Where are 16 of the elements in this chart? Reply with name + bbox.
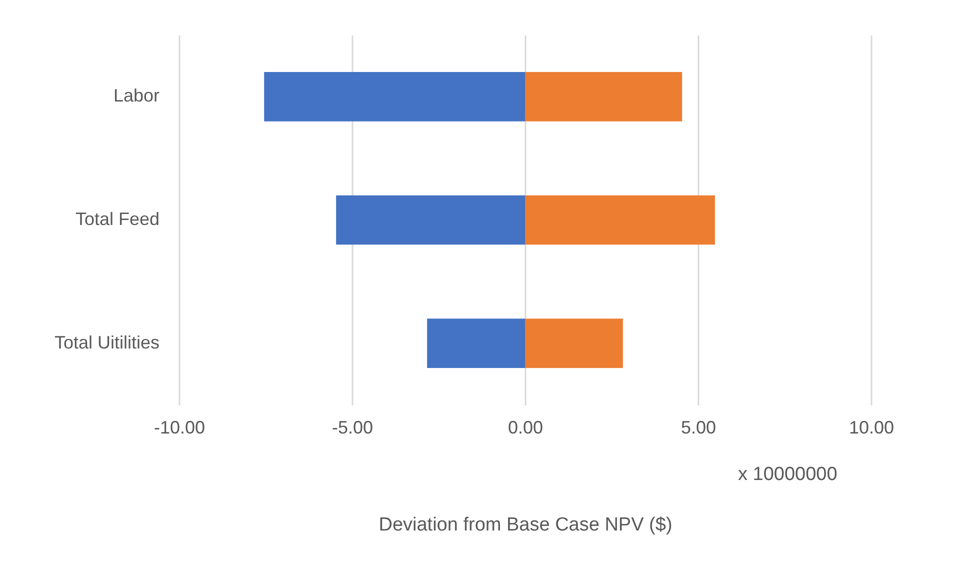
x-tick-label: -10.00 bbox=[154, 418, 206, 438]
bar bbox=[525, 72, 682, 122]
bar bbox=[525, 195, 715, 245]
y-tick-label: Total Uitilities bbox=[54, 332, 160, 352]
x-tick-label: 0.00 bbox=[508, 418, 544, 438]
bar bbox=[525, 318, 623, 368]
bar bbox=[336, 195, 525, 245]
text: x 10000000 bbox=[738, 464, 838, 486]
bar bbox=[427, 318, 525, 368]
y-tick-label: Labor bbox=[113, 86, 160, 106]
x-axis-title: Deviation from Base Case NPV ($) bbox=[378, 514, 672, 536]
bar bbox=[264, 72, 525, 122]
x-tick-label: 10.00 bbox=[848, 418, 894, 438]
x-tick-label: -5.00 bbox=[332, 418, 374, 438]
y-tick-label: Total Feed bbox=[75, 209, 160, 229]
x-tick-label: 5.00 bbox=[680, 418, 716, 438]
